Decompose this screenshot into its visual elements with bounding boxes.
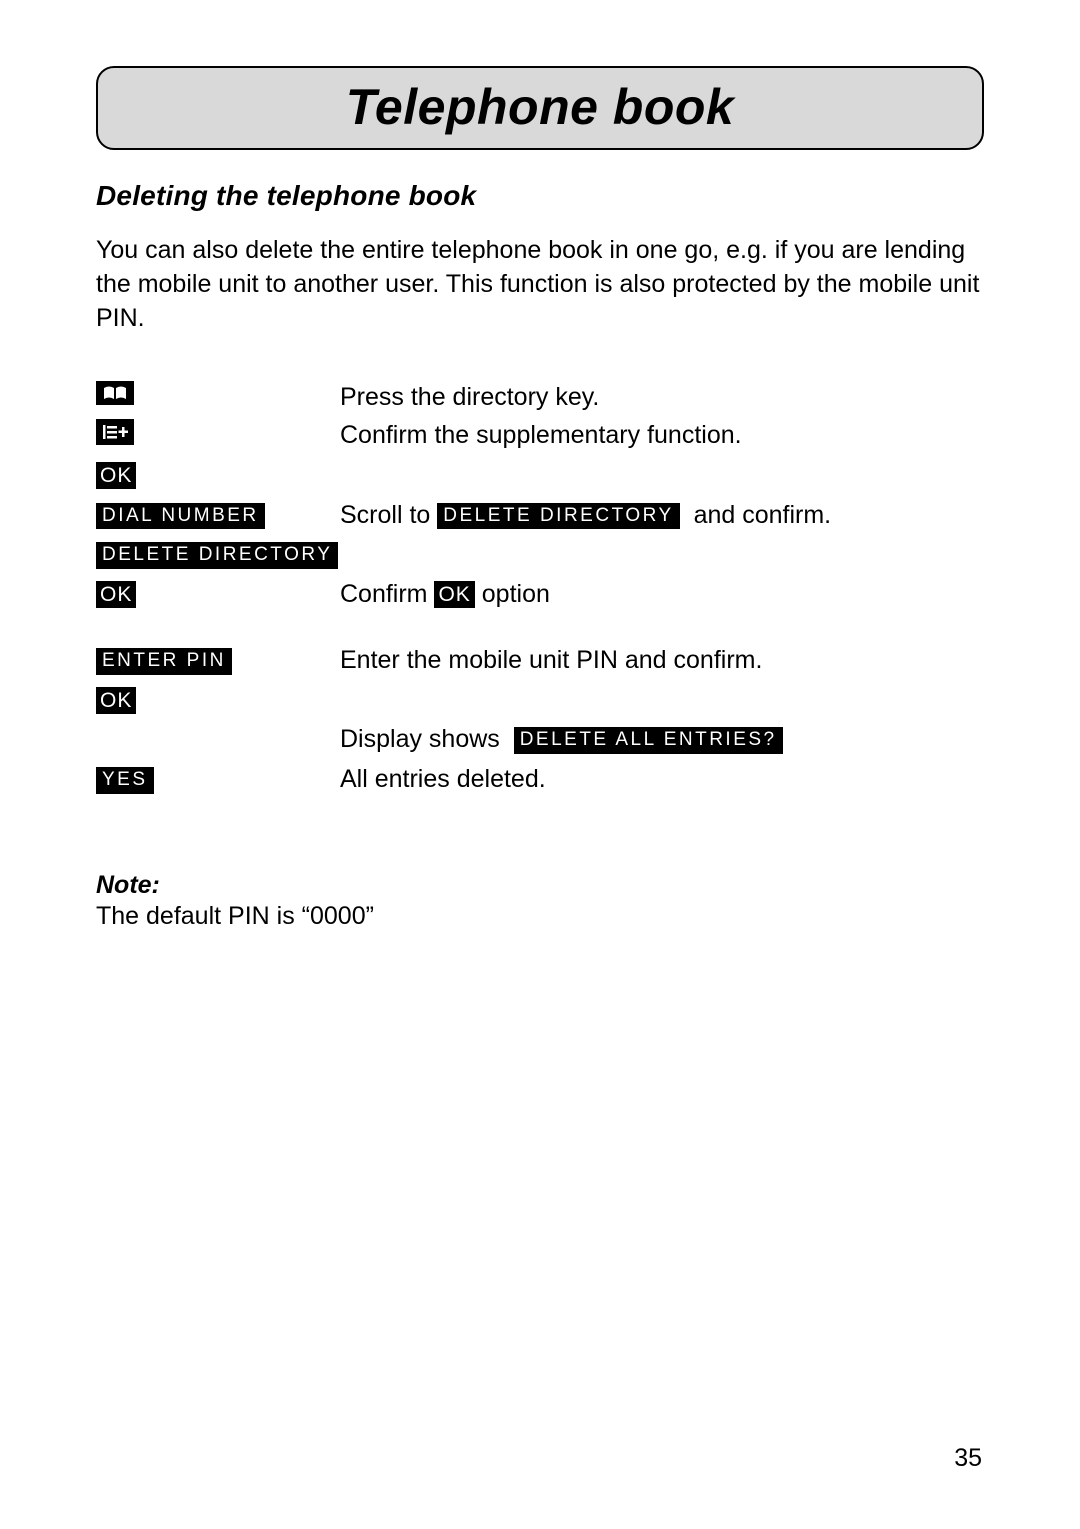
- ok-badge: OK: [96, 687, 136, 714]
- note-text: The default PIN is “0000”: [96, 900, 984, 934]
- step-text: Confirm the supplementary function.: [340, 419, 984, 459]
- step-text: Press the directory key.: [340, 381, 984, 419]
- text-fragment: Display shows: [340, 725, 507, 753]
- step-text: Display shows DELETE ALL ENTRIES?: [340, 723, 984, 757]
- steps-grid: Press the directory key. Confirm the sup…: [96, 381, 984, 797]
- delete-all-entries-badge: DELETE ALL ENTRIES?: [514, 727, 783, 754]
- delete-directory-badge: DELETE DIRECTORY: [437, 503, 679, 530]
- yes-badge: YES: [96, 767, 154, 794]
- page-number: 35: [954, 1444, 982, 1473]
- page-title: Telephone book: [346, 79, 735, 135]
- ok-badge-inline: OK: [434, 581, 474, 608]
- text-fragment: Confirm: [340, 580, 434, 608]
- intro-paragraph: You can also delete the entire telephone…: [96, 234, 984, 335]
- note-heading: Note:: [96, 871, 984, 900]
- text-fragment: and confirm.: [687, 501, 832, 529]
- step-text: All entries deleted.: [340, 763, 984, 797]
- step-text: Scroll to DELETE DIRECTORY and confirm.: [340, 499, 984, 533]
- text-fragment: Scroll to: [340, 501, 437, 529]
- text-fragment: option: [475, 580, 550, 608]
- step-text: Confirm OK option: [340, 578, 984, 612]
- ok-badge: OK: [96, 462, 136, 489]
- dial-number-badge: DIAL NUMBER: [96, 503, 265, 530]
- step-text: Enter the mobile unit PIN and confirm.: [340, 644, 984, 678]
- enter-pin-badge: ENTER PIN: [96, 648, 232, 675]
- section-heading: Deleting the telephone book: [96, 180, 984, 212]
- delete-directory-badge: DELETE DIRECTORY: [96, 542, 338, 569]
- book-icon: [96, 381, 134, 405]
- page-title-box: Telephone book: [96, 66, 984, 150]
- ok-badge: OK: [96, 581, 136, 608]
- list-plus-icon: [96, 419, 134, 445]
